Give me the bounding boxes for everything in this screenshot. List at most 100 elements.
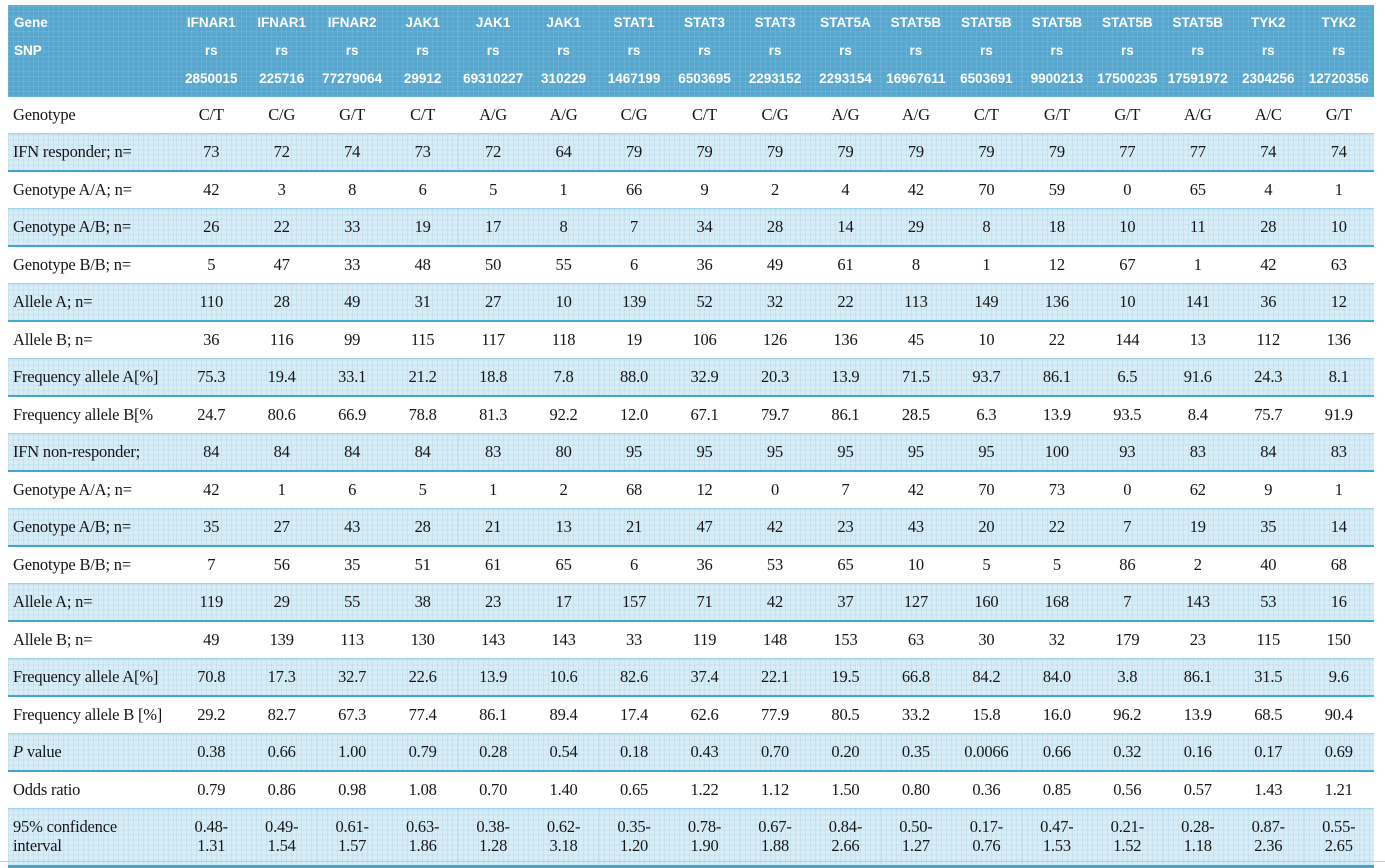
data-cell: 0.67- 1.88 bbox=[739, 808, 811, 868]
data-cell: 10 bbox=[978, 329, 995, 349]
data-cell: 6 bbox=[348, 479, 357, 499]
data-cell: 119 bbox=[692, 629, 717, 649]
data-cell: 45 bbox=[907, 329, 924, 349]
table-header: Gene SNP IFNAR1 rs 2850015 IFNAR1 rs 225716 IFNA… bbox=[8, 5, 1374, 97]
data-cell: 8 bbox=[911, 254, 920, 274]
data-cell: 61 bbox=[485, 554, 502, 574]
data-cell: 55 bbox=[316, 583, 388, 622]
data-cell: 0.87- 2.36 bbox=[1233, 808, 1304, 868]
data-cell: 0.84- 2.66 bbox=[810, 808, 881, 868]
data-cell: 0.50- 1.27 bbox=[880, 808, 952, 868]
data-cell: 95 bbox=[880, 433, 952, 472]
data-cell: 0.35 bbox=[880, 733, 952, 772]
data-cell: 113 bbox=[880, 283, 952, 322]
data-cell: 31 bbox=[387, 283, 458, 322]
data-cell: 95 bbox=[810, 433, 881, 472]
data-cell: 42 bbox=[739, 583, 811, 622]
row-label: Genotype A/B; n= bbox=[8, 508, 176, 547]
data-cell: G/T bbox=[339, 104, 366, 124]
data-cell: 77 bbox=[1162, 133, 1234, 172]
data-cell: 79 bbox=[810, 133, 881, 172]
data-cell: 53 bbox=[766, 554, 784, 574]
data-cell: 168 bbox=[1021, 583, 1093, 622]
data-cell: 35 bbox=[344, 554, 361, 574]
data-cell: 0.86 bbox=[267, 779, 296, 799]
data-cell: 30 bbox=[978, 629, 995, 649]
data-cell: 66.8 bbox=[880, 658, 952, 697]
table-body: Genotype C/T C/G G/T C/T A/G A/G C/G C/T C/G A/G A/… bbox=[8, 97, 1374, 868]
data-cell: 77.4 bbox=[408, 704, 437, 724]
data-cell: 9 bbox=[1264, 479, 1273, 499]
data-cell: 42 bbox=[203, 179, 220, 199]
table-row: IFN non-responder; 84 84 84 84 83 80 95 95 95 95 95… bbox=[8, 433, 1374, 472]
snp-association-table-wrap: Gene SNP IFNAR1 rs 2850015 IFNAR1 rs 225716 IFNA… bbox=[8, 5, 1374, 868]
gene-name: STAT5B bbox=[1102, 15, 1153, 30]
rs-number: 2293152 bbox=[748, 71, 802, 86]
data-cell: 13.9 bbox=[1183, 704, 1212, 724]
data-cell: 64 bbox=[528, 133, 599, 172]
data-cell: 5 bbox=[489, 179, 498, 199]
data-cell: A/G bbox=[479, 104, 508, 124]
rs-prefix: rs bbox=[698, 43, 711, 58]
table-row: Allele B; n= 36 116 99 115 117 118 19 106 126 136 4… bbox=[8, 321, 1374, 359]
data-cell: 74 bbox=[1303, 133, 1374, 172]
table-row: Allele A; n= 110 28 49 31 27 10 139 52 32 22 113 149… bbox=[8, 283, 1374, 322]
data-cell: 17 bbox=[528, 583, 599, 622]
gene-name: JAK1 bbox=[475, 15, 511, 30]
row-label: Genotype A/B; n= bbox=[8, 208, 176, 247]
data-cell: 3 bbox=[277, 179, 286, 199]
data-cell: 93.5 bbox=[1113, 404, 1142, 424]
row-label: Genotype bbox=[13, 104, 76, 124]
data-cell: 6.3 bbox=[976, 404, 997, 424]
rs-number: 69310227 bbox=[463, 71, 524, 86]
data-cell: 0.70 bbox=[739, 733, 811, 772]
rs-number: 9900213 bbox=[1030, 71, 1084, 86]
data-cell: 91.9 bbox=[1324, 404, 1353, 424]
data-cell: G/T bbox=[1114, 104, 1141, 124]
gene-name: IFNAR1 bbox=[186, 15, 236, 30]
rs-prefix: rs bbox=[839, 43, 852, 58]
row-label: Genotype B/B; n= bbox=[13, 554, 131, 574]
rs-prefix: rs bbox=[768, 43, 782, 58]
data-cell: 77 bbox=[1092, 133, 1163, 172]
data-cell: 16.0 bbox=[1042, 704, 1071, 724]
data-cell: 65 bbox=[555, 554, 572, 574]
rs-prefix: rs bbox=[557, 43, 570, 58]
data-cell: 43 bbox=[316, 508, 388, 547]
header-corner-cell: Gene SNP bbox=[8, 5, 176, 97]
data-cell: 71.5 bbox=[880, 358, 952, 397]
rs-number: 2293154 bbox=[819, 71, 872, 86]
data-cell: 49 bbox=[316, 283, 388, 322]
data-cell: 20.3 bbox=[739, 358, 811, 397]
data-cell: 32.9 bbox=[669, 358, 740, 397]
data-cell: 33 bbox=[316, 208, 388, 247]
data-cell: 8 bbox=[348, 179, 357, 199]
data-cell: 33 bbox=[344, 254, 361, 274]
data-cell: 28 bbox=[387, 508, 458, 547]
data-cell: 17.4 bbox=[620, 704, 649, 724]
data-cell: C/T bbox=[973, 104, 999, 124]
data-cell: 84.2 bbox=[951, 658, 1022, 697]
row-label: Genotype A/A; n= bbox=[13, 479, 132, 499]
data-cell: 1 bbox=[559, 179, 568, 199]
data-cell: 110 bbox=[176, 283, 247, 322]
gene-name: STAT5B bbox=[961, 15, 1012, 30]
data-cell: 0.16 bbox=[1162, 733, 1234, 772]
data-cell: 7 bbox=[598, 208, 670, 247]
data-cell: 0.0066 bbox=[951, 733, 1022, 772]
data-cell: 115 bbox=[410, 329, 435, 349]
header-corner-line: SNP bbox=[14, 43, 42, 58]
data-cell: G/T bbox=[1043, 104, 1070, 124]
data-cell: 1.00 bbox=[316, 733, 388, 772]
data-cell: 37.4 bbox=[669, 658, 740, 697]
data-cell: 78.8 bbox=[408, 404, 437, 424]
row-label: Allele B; n= bbox=[13, 329, 93, 349]
data-cell: 1.22 bbox=[690, 779, 719, 799]
gene-name: JAK1 bbox=[546, 15, 581, 30]
data-cell: 66.9 bbox=[338, 404, 367, 424]
data-cell: 28 bbox=[246, 283, 317, 322]
data-cell: 28 bbox=[739, 208, 811, 247]
data-cell: 74 bbox=[1233, 133, 1304, 172]
data-cell: 38 bbox=[387, 583, 458, 622]
data-cell: 0 bbox=[1123, 179, 1132, 199]
